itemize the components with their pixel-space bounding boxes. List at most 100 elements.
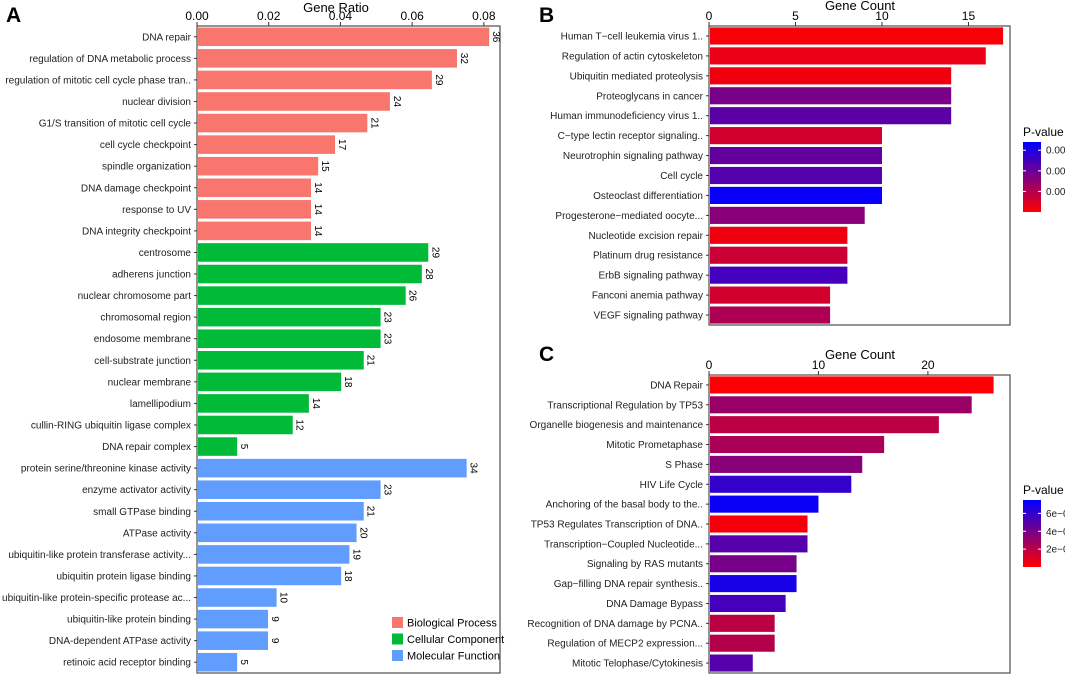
bar-a: [198, 501, 364, 521]
category-label-a: DNA damage checkpoint: [81, 183, 191, 194]
category-label-b: Regulation of actin cytoskeleton: [562, 51, 703, 62]
bar-a: [198, 286, 406, 305]
x-tick-label-c: 0: [706, 358, 713, 372]
category-label-a: ubiquitin-like protein-specific protease…: [2, 593, 191, 604]
x-tick-label-c: 20: [921, 358, 935, 372]
bar-b: [710, 266, 848, 284]
category-label-a: DNA repair complex: [102, 442, 191, 453]
count-label-a: 14: [312, 182, 323, 194]
bar-b: [710, 246, 848, 264]
category-label-b: Neurotrophin signaling pathway: [563, 151, 703, 162]
legend-swatch-a: [392, 633, 403, 645]
bar-a: [198, 351, 364, 370]
bar-a: [198, 631, 268, 650]
bar-a: [198, 329, 381, 348]
category-label-a: endosome membrane: [94, 334, 192, 345]
count-label-a: 20: [358, 527, 369, 539]
x-tick-label-a: 0.04: [329, 9, 353, 23]
category-label-b: C−type lectin receptor signaling..: [558, 131, 703, 142]
count-label-a: 9: [269, 616, 280, 622]
bar-c: [710, 416, 939, 434]
category-label-a: G1/S transition of mitotic cell cycle: [39, 119, 192, 130]
category-label-c: Signaling by RAS mutants: [587, 559, 703, 570]
count-label-a: 21: [365, 506, 376, 518]
x-tick-label-b: 10: [875, 9, 889, 23]
legend-title-c: P-value: [1023, 483, 1064, 497]
count-label-a: 5: [238, 444, 249, 450]
bar-b: [710, 27, 1004, 45]
bar-a: [198, 49, 457, 68]
count-label-a: 14: [310, 398, 321, 410]
category-label-a: cell cycle checkpoint: [100, 140, 191, 151]
count-label-a: 5: [238, 659, 249, 665]
count-label-a: 29: [429, 247, 440, 259]
category-label-c: Recognition of DNA damage by PCNA..: [527, 619, 703, 630]
bar-b: [710, 107, 952, 125]
bar-a: [198, 415, 293, 435]
category-label-a: lamellipodium: [130, 399, 191, 410]
count-label-a: 9: [269, 638, 280, 644]
count-label-a: 23: [382, 333, 393, 345]
category-label-c: HIV Life Cycle: [640, 480, 704, 491]
category-label-a: small GTPase binding: [93, 507, 191, 518]
category-label-c: Gap−filling DNA repair synthesis..: [554, 579, 703, 590]
category-label-a: response to UV: [122, 205, 191, 216]
bar-b: [710, 146, 882, 165]
bar-a: [198, 566, 342, 586]
count-label-a: 14: [312, 204, 323, 216]
bar-c: [710, 594, 786, 613]
bar-a: [198, 523, 357, 543]
bar-b: [710, 67, 952, 85]
bar-b: [710, 206, 865, 224]
category-label-c: Mitotic Telophase/Cytokinesis: [572, 659, 703, 670]
bar-a: [198, 480, 381, 499]
panel-letter-b: B: [539, 4, 554, 27]
category-label-b: Platinum drug resistance: [593, 251, 703, 262]
legend-tick-label-b: 0.003: [1046, 146, 1065, 157]
category-label-c: DNA Damage Bypass: [606, 599, 703, 610]
category-label-c: Transcription−Coupled Nucleotide...: [544, 539, 703, 550]
bar-c: [710, 654, 753, 672]
bar-a: [198, 70, 432, 90]
bar-a: [198, 372, 342, 392]
category-label-b: Nucleotide excision repair: [588, 231, 703, 242]
category-label-b: Progesterone−mediated oocyte...: [555, 211, 703, 222]
plot-frame-a: [196, 25, 501, 674]
bar-b: [710, 226, 848, 244]
bar-a: [198, 113, 368, 133]
category-label-a: regulation of mitotic cell cycle phase t…: [5, 75, 191, 86]
category-label-a: DNA integrity checkpoint: [82, 226, 191, 237]
category-label-c: S Phase: [665, 460, 703, 471]
bar-b: [710, 127, 882, 145]
legend-tick-label-c: 2e−04: [1046, 545, 1065, 556]
bar-c: [710, 475, 852, 493]
bar-a: [198, 92, 390, 111]
bar-a: [198, 27, 490, 47]
category-label-b: Cell cycle: [660, 171, 703, 182]
count-label-a: 10: [278, 592, 289, 604]
x-tick-label-b: 0: [706, 9, 713, 23]
category-label-a: nuclear membrane: [108, 377, 192, 388]
panel-a-go-chart: 0.00 0.02 0.04 0.06 0.08 DNA repair 36 regulati…: [2, 9, 504, 674]
x-tick-label-a: 0.08: [472, 9, 496, 23]
bar-c: [710, 535, 808, 553]
panel-b-kegg-chart: 0 5 10 15 Human T−cell leukemia virus 1.. Reg…: [550, 9, 1065, 326]
category-label-c: Regulation of MECP2 expression...: [547, 639, 703, 650]
bar-b: [710, 47, 986, 65]
x-tick-label-b: 15: [962, 9, 976, 23]
category-label-a: DNA-dependent ATPase activity: [49, 636, 191, 647]
category-label-a: nuclear division: [122, 97, 191, 108]
category-label-a: cell-substrate junction: [94, 356, 191, 367]
category-label-c: TP53 Regulates Transcription of DNA..: [531, 520, 703, 531]
bar-a: [198, 458, 467, 478]
legend-tick-label-b: 0.002: [1046, 166, 1065, 177]
count-label-a: 23: [382, 312, 393, 324]
category-label-b: Ubiquitin mediated proteolysis: [570, 71, 703, 82]
bar-a: [198, 437, 238, 456]
bar-a: [198, 135, 336, 154]
category-label-a: regulation of DNA metabolic process: [29, 54, 191, 65]
bar-a: [198, 221, 312, 241]
legend-label-a: Molecular Function: [407, 651, 500, 663]
bar-a: [198, 243, 429, 262]
legend-swatch-a: [392, 650, 403, 661]
